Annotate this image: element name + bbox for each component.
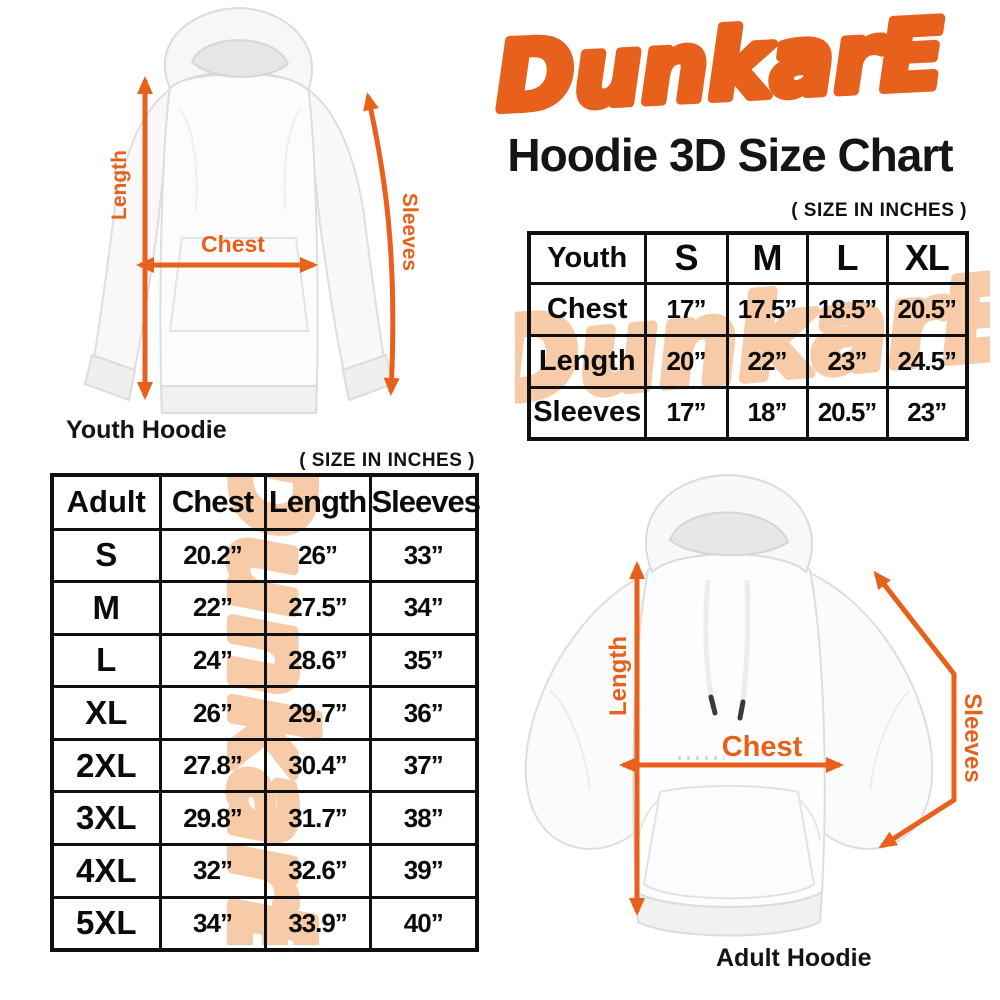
adult-row-4xl-label: 4XL [50, 843, 162, 899]
table-cell: 40” [368, 895, 479, 952]
table-cell: 36” [368, 685, 479, 741]
youth-table-header-row: Youth S M L XL [527, 231, 969, 285]
table-row: XL 26” 29.7” 36” [50, 685, 479, 741]
table-row: L 24” 28.6” 35” [50, 632, 479, 689]
adult-size-note: ( SIZE IN INCHES ) [299, 450, 475, 471]
table-cell: 23” [885, 385, 969, 441]
youth-sleeves-arrow [363, 92, 400, 396]
table-row: Chest 17” 17.5” 18.5” 20.5” [527, 281, 969, 337]
adult-table-corner: Adult [50, 473, 162, 531]
table-cell: 20.5” [805, 385, 889, 441]
table-cell: 33.9” [263, 895, 372, 952]
table-cell: 31.7” [263, 790, 372, 847]
table-cell: 37” [368, 737, 479, 794]
youth-sleeves-label: Sleeves [398, 193, 421, 271]
table-cell: 20.2” [158, 527, 267, 584]
table-cell: 30.4” [263, 737, 372, 794]
table-cell: 24.5” [885, 333, 969, 389]
table-cell: 22” [158, 580, 267, 636]
brand-logo-text: DunkarE [493, 0, 946, 130]
table-cell: 17” [643, 385, 729, 441]
youth-col-s: S [643, 231, 729, 285]
table-cell: 18.5” [805, 281, 889, 337]
table-row: 3XL 29.8” 31.7” 38” [50, 790, 479, 847]
youth-col-xl: XL [885, 231, 969, 285]
adult-row-l-label: L [50, 632, 162, 689]
youth-caption: Youth Hoodie [66, 416, 227, 444]
table-cell: 17” [643, 281, 729, 337]
youth-table-corner: Youth [527, 231, 647, 285]
adult-row-s-label: S [50, 527, 162, 584]
youth-col-l: L [805, 231, 889, 285]
youth-size-table: Youth S M L XL Chest 17” 17.5” 18.5” 20.… [527, 231, 969, 441]
table-cell: 35” [368, 632, 479, 689]
adult-chest-label: Chest [722, 731, 803, 763]
table-cell: 39” [368, 843, 479, 899]
adult-hoodie-figure: Length Chest Sleeves [524, 473, 986, 937]
table-row: S 20.2” 26” 33” [50, 527, 479, 584]
table-row: 2XL 27.8” 30.4” 37” [50, 737, 479, 794]
adult-length-label: Length [605, 636, 632, 716]
adult-measurement-arrows: Length Chest Sleeves [605, 561, 986, 916]
table-cell: 28.6” [263, 632, 372, 689]
youth-size-note: ( SIZE IN INCHES ) [791, 200, 967, 221]
youth-length-label: Length [108, 150, 131, 220]
adult-row-m-label: M [50, 580, 162, 636]
adult-caption: Adult Hoodie [716, 944, 872, 972]
page-title: Hoodie 3D Size Chart [507, 129, 953, 181]
youth-hoodie-figure: Length Chest Sleeves [83, 6, 421, 414]
adult-row-2xl-label: 2XL [50, 737, 162, 794]
table-row: M 22” 27.5” 34” [50, 580, 479, 636]
table-cell: 34” [158, 895, 267, 952]
table-cell: 20.5” [885, 281, 969, 337]
table-cell: 26” [158, 685, 267, 741]
brand-logo: DunkarE [489, 0, 951, 130]
table-cell: 27.8” [158, 737, 267, 794]
table-cell: 29.7” [263, 685, 372, 741]
table-cell: 17.5” [725, 281, 809, 337]
adult-table-header-row: Adult Chest Length Sleeves [50, 473, 481, 531]
table-cell: 33” [368, 527, 479, 584]
table-cell: 27.5” [263, 580, 372, 636]
adult-col-chest: Chest [158, 473, 267, 531]
table-cell: 29.8” [158, 790, 267, 847]
table-cell: 22” [725, 333, 809, 389]
youth-chest-label: Chest [201, 231, 265, 257]
youth-hoodie-illustration [83, 6, 395, 414]
table-row: 4XL 32” 32.6” 39” [50, 843, 479, 899]
table-cell: 32” [158, 843, 267, 899]
adult-sleeves-label: Sleeves [959, 693, 986, 782]
youth-row-length-label: Length [527, 333, 647, 389]
adult-row-3xl-label: 3XL [50, 790, 162, 847]
table-row: 5XL 34” 33.9” 40” [50, 895, 479, 952]
table-cell: 32.6” [263, 843, 372, 899]
table-cell: 24” [158, 632, 267, 689]
youth-measurement-arrows: Length Chest Sleeves [108, 76, 421, 400]
table-cell: 23” [805, 333, 889, 389]
table-cell: 20” [643, 333, 729, 389]
table-row: Sleeves 17” 18” 20.5” 23” [527, 385, 969, 441]
youth-row-sleeves-label: Sleeves [527, 385, 647, 441]
adult-col-sleeves: Sleeves [368, 473, 481, 531]
adult-sleeves-arrow [873, 570, 957, 849]
youth-col-m: M [725, 231, 809, 285]
table-cell: 26” [263, 527, 372, 584]
table-row: Length 20” 22” 23” 24.5” [527, 333, 969, 389]
adult-row-xl-label: XL [50, 685, 162, 741]
adult-size-table: Adult Chest Length Sleeves S 20.2” 26” 3… [50, 473, 481, 952]
table-cell: 34” [368, 580, 479, 636]
table-cell: 18” [725, 385, 809, 441]
youth-row-chest-label: Chest [527, 281, 647, 337]
adult-row-5xl-label: 5XL [50, 895, 162, 952]
table-cell: 38” [368, 790, 479, 847]
adult-col-length: Length [263, 473, 372, 531]
adult-hoodie-illustration [524, 473, 934, 937]
